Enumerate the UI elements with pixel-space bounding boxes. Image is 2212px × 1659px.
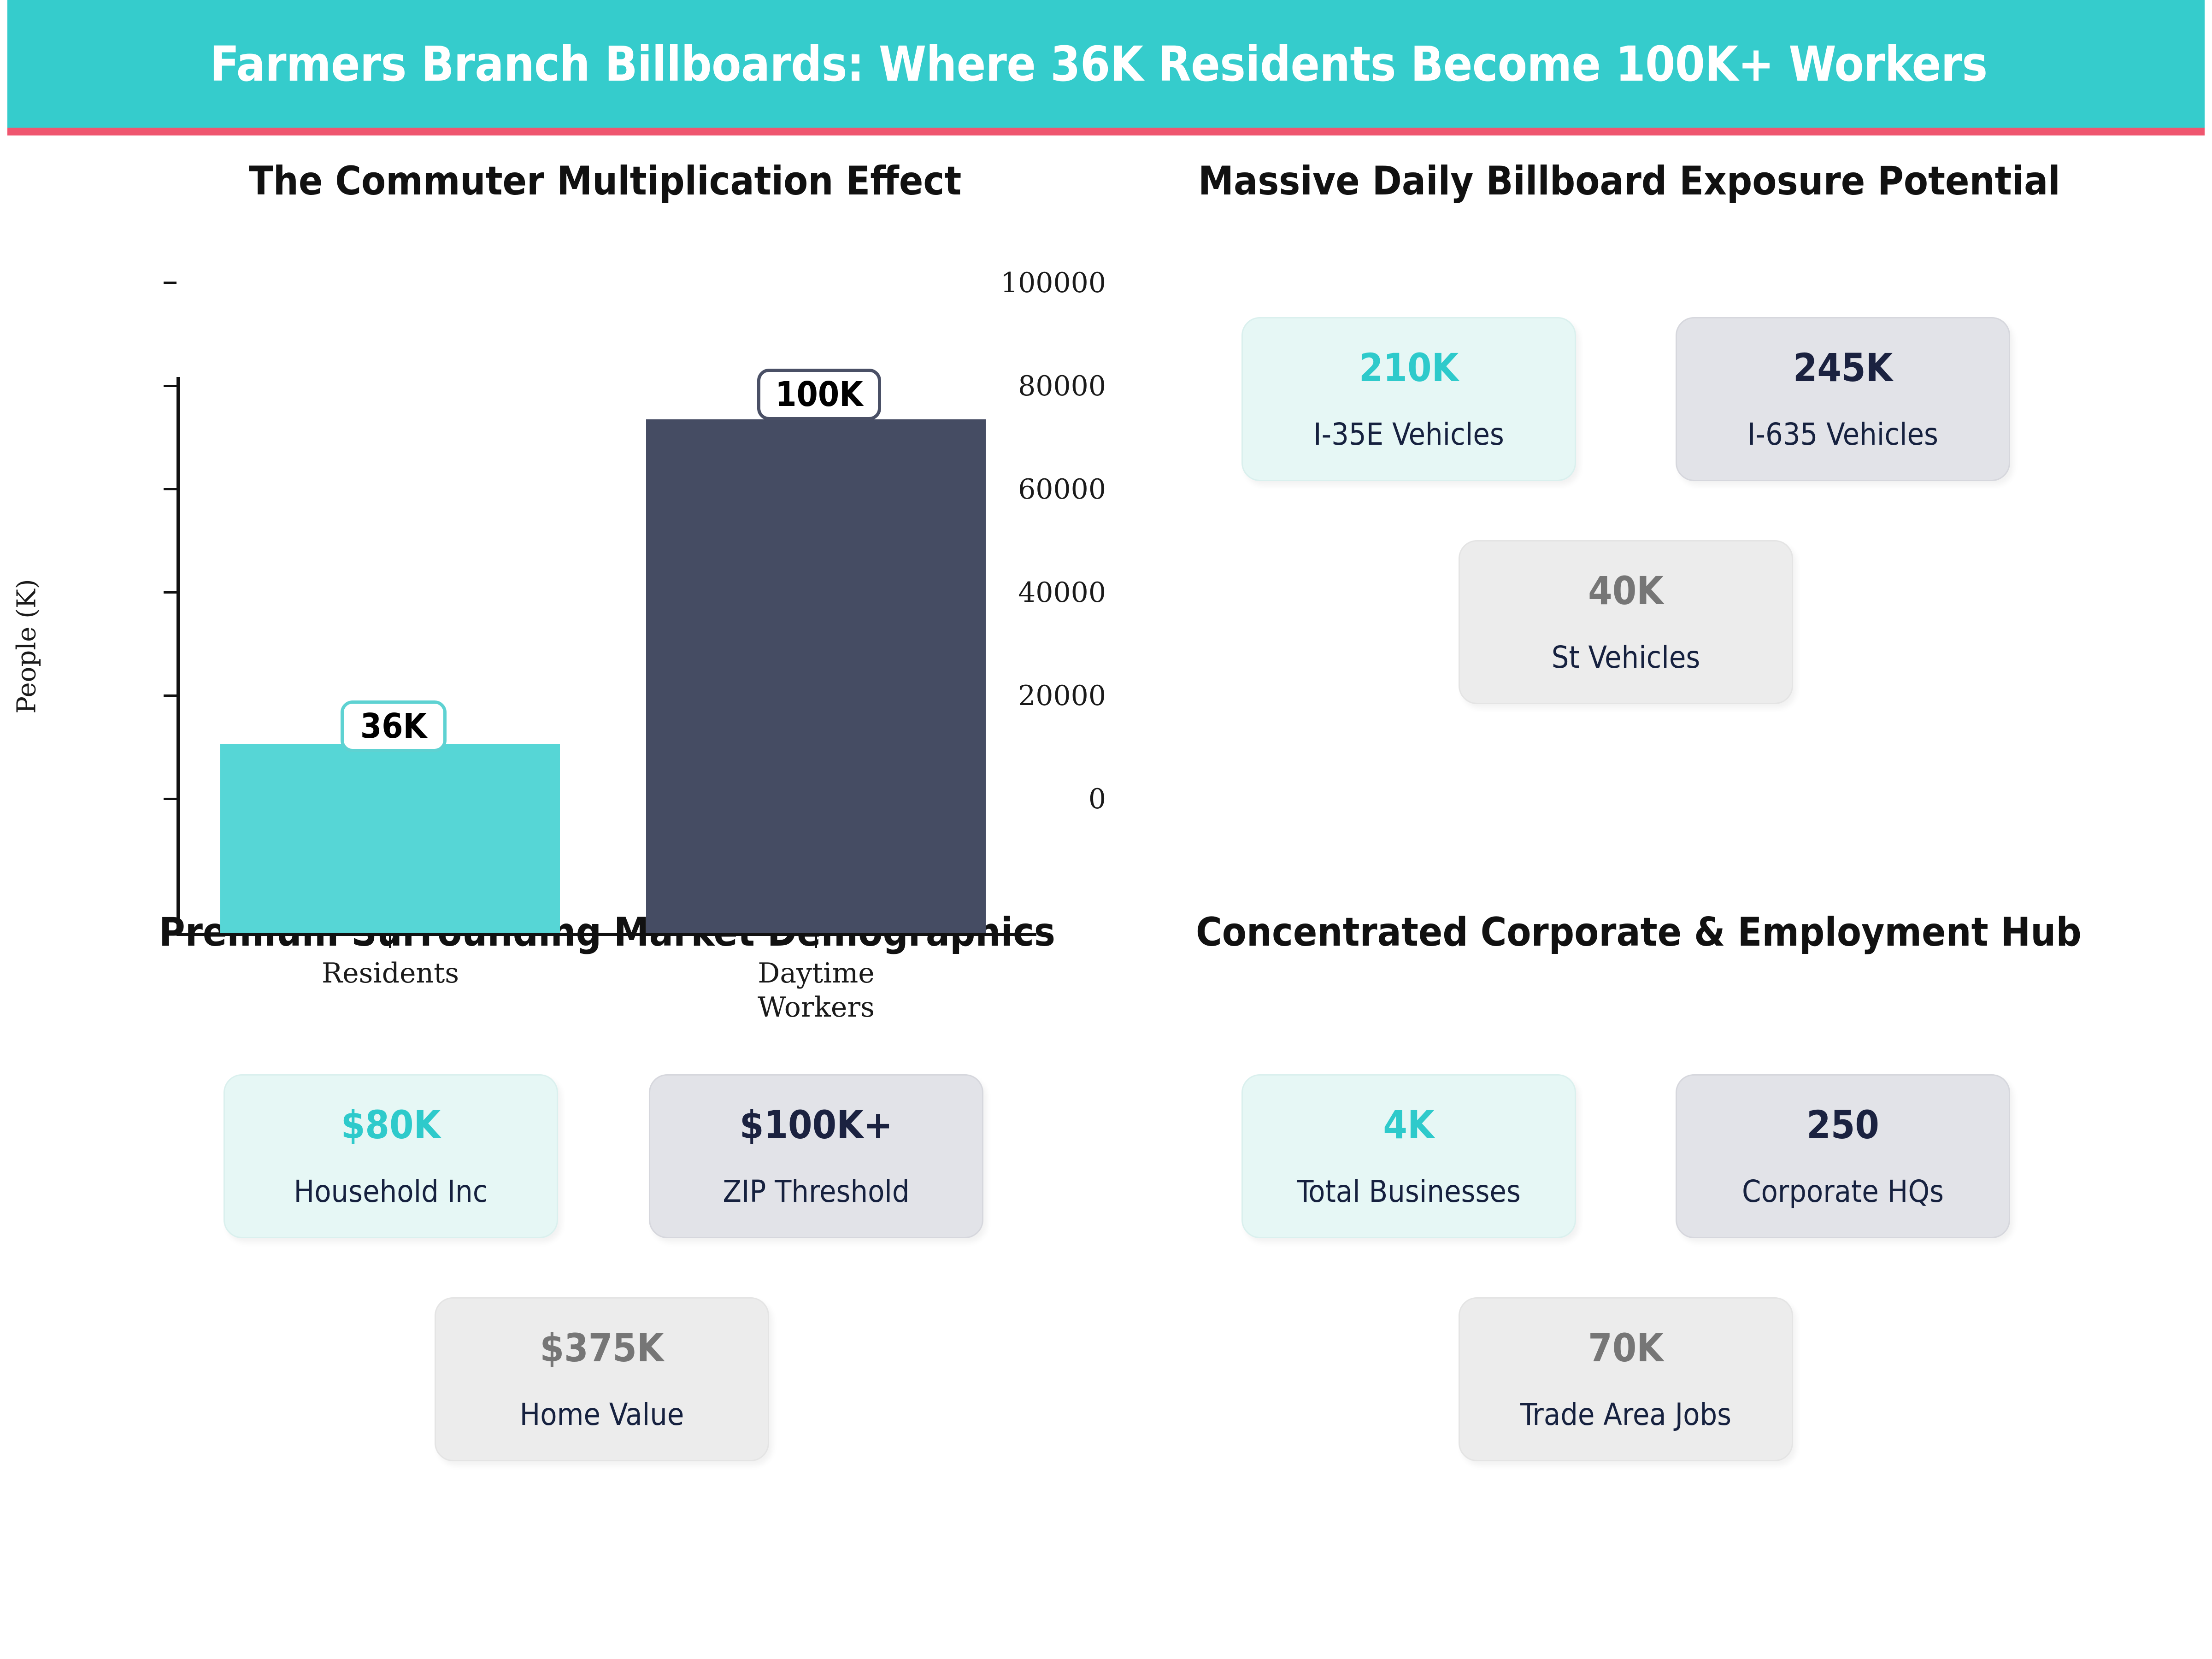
x-tick-mark-workers — [815, 936, 817, 948]
kpi-value: 4K — [1383, 1102, 1435, 1147]
y-tick-mark-40000 — [164, 591, 176, 594]
panel-title-exposure: Massive Daily Billboard Exposure Potenti… — [1198, 158, 2060, 204]
y-tick-label-40000: 40000 — [1018, 577, 1106, 609]
x-tick-label-residents: Residents — [321, 957, 459, 989]
panel-title-corporate: Concentrated Corporate & Employment Hub — [1196, 909, 2082, 955]
kpi-card-st-vehicles[interactable]: 40K St Vehicles — [1459, 540, 1793, 704]
y-axis-label: People (K) — [12, 579, 42, 714]
kpi-value: $100K+ — [739, 1102, 893, 1147]
kpi-value: 210K — [1359, 345, 1459, 390]
x-axis-line — [176, 933, 1036, 936]
kpi-value: $80K — [341, 1102, 441, 1147]
kpi-card-household-income[interactable]: $80K Household Inc — [224, 1074, 558, 1238]
y-tick-mark-0 — [164, 798, 176, 800]
y-tick-label-60000: 60000 — [1018, 473, 1106, 506]
kpi-card-corporate-hqs[interactable]: 250 Corporate HQs — [1676, 1074, 2010, 1238]
kpi-value: $375K — [540, 1325, 664, 1371]
kpi-card-trade-area-jobs[interactable]: 70K Trade Area Jobs — [1459, 1297, 1793, 1461]
bar-chart: People (K) 100000 80000 60000 40000 2000… — [0, 152, 1106, 1024]
kpi-label: St Vehicles — [1551, 640, 1700, 675]
kpi-value: 245K — [1793, 345, 1893, 390]
kpi-label: I-35E Vehicles — [1313, 417, 1504, 452]
y-tick-mark-100000 — [164, 282, 176, 284]
y-tick-label-100000: 100000 — [1000, 267, 1106, 299]
y-axis-line — [176, 377, 180, 935]
y-tick-label-80000: 80000 — [1018, 370, 1106, 402]
kpi-value: 40K — [1588, 568, 1664, 613]
bar-value-badge-workers: 100K — [757, 369, 881, 420]
x-tick-label-workers-line2: Workers — [758, 991, 875, 1024]
kpi-label: Total Businesses — [1297, 1174, 1521, 1209]
y-tick-label-0: 0 — [1088, 783, 1106, 815]
header-accent-bar — [7, 128, 2205, 135]
kpi-card-zip-threshold[interactable]: $100K+ ZIP Threshold — [649, 1074, 983, 1238]
y-tick-mark-60000 — [164, 488, 176, 490]
x-tick-mark-residents — [389, 936, 391, 948]
kpi-label: Corporate HQs — [1742, 1174, 1944, 1209]
kpi-card-total-businesses[interactable]: 4K Total Businesses — [1241, 1074, 1576, 1238]
x-tick-label-workers-line1: Daytime — [758, 957, 875, 989]
bar-value-badge-residents: 36K — [341, 700, 447, 752]
y-tick-mark-20000 — [164, 694, 176, 697]
kpi-label: I-635 Vehicles — [1747, 417, 1938, 452]
kpi-card-i635-vehicles[interactable]: 245K I-635 Vehicles — [1676, 317, 2010, 481]
y-tick-mark-80000 — [164, 385, 176, 387]
kpi-card-home-value[interactable]: $375K Home Value — [435, 1297, 769, 1461]
y-tick-label-20000: 20000 — [1018, 680, 1106, 712]
panel-commuter-chart: People (K) 100000 80000 60000 40000 2000… — [0, 152, 1106, 1024]
kpi-label: Trade Area Jobs — [1520, 1397, 1732, 1432]
kpi-card-i35e-vehicles[interactable]: 210K I-35E Vehicles — [1241, 317, 1576, 481]
panel-title-commuter: The Commuter Multiplication Effect — [249, 158, 962, 204]
kpi-label: Household Inc — [294, 1174, 488, 1209]
bar-residents[interactable] — [220, 744, 560, 933]
kpi-label: ZIP Threshold — [723, 1174, 910, 1209]
kpi-value: 70K — [1588, 1325, 1664, 1371]
kpi-label: Home Value — [519, 1397, 684, 1432]
page-title: Farmers Branch Billboards: Where 36K Res… — [210, 36, 1988, 92]
header-band — [7, 0, 2205, 128]
kpi-value: 250 — [1806, 1102, 1879, 1147]
bar-daytime-workers[interactable] — [646, 419, 986, 933]
